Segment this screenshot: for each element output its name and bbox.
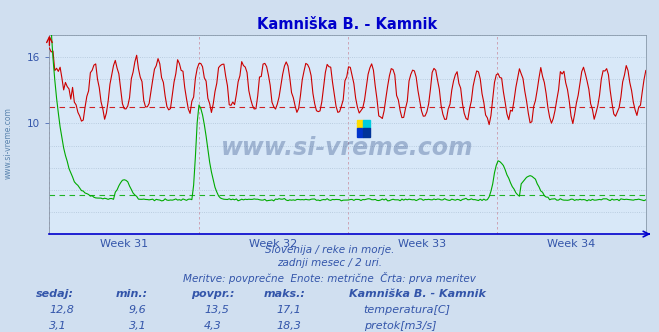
Text: povpr.:: povpr.: [191,289,235,299]
Text: 4,3: 4,3 [204,321,222,331]
Text: 3,1: 3,1 [129,321,146,331]
Text: www.si-vreme.com: www.si-vreme.com [221,136,474,160]
Bar [363,128,370,137]
Title: Kamniška B. - Kamnik: Kamniška B. - Kamnik [258,17,438,32]
Text: maks.:: maks.: [264,289,306,299]
Text: 9,6: 9,6 [129,305,146,315]
Text: www.si-vreme.com: www.si-vreme.com [4,107,13,179]
Text: Slovenija / reke in morje.: Slovenija / reke in morje. [265,245,394,255]
Bar [363,120,370,128]
Text: 3,1: 3,1 [49,321,67,331]
Text: 12,8: 12,8 [49,305,74,315]
Text: Meritve: povprečne  Enote: metrične  Črta: prva meritev: Meritve: povprečne Enote: metrične Črta:… [183,272,476,284]
Bar [357,120,363,128]
Text: 17,1: 17,1 [277,305,302,315]
Text: temperatura[C]: temperatura[C] [364,305,451,315]
Text: zadnji mesec / 2 uri.: zadnji mesec / 2 uri. [277,258,382,268]
Text: 18,3: 18,3 [277,321,302,331]
Text: sedaj:: sedaj: [36,289,74,299]
Bar [357,128,363,137]
Text: pretok[m3/s]: pretok[m3/s] [364,321,436,331]
Text: Kamniška B. - Kamnik: Kamniška B. - Kamnik [349,289,486,299]
Text: min.:: min.: [115,289,148,299]
Text: 13,5: 13,5 [204,305,229,315]
